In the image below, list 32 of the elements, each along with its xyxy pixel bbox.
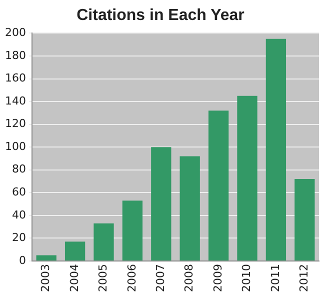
- x-tick-label: 2009: [211, 264, 224, 292]
- x-tick-label: 2008: [182, 264, 196, 292]
- bar: [151, 147, 172, 261]
- bar: [208, 110, 229, 261]
- y-tick-label: 120: [4, 117, 26, 130]
- y-tick-label: 80: [12, 162, 26, 176]
- bar: [266, 38, 286, 261]
- y-tick-label: 200: [4, 26, 26, 40]
- y-tick-label: 180: [4, 48, 26, 62]
- bar: [94, 223, 114, 261]
- bar: [36, 255, 56, 261]
- y-tick-label: 160: [4, 72, 26, 85]
- bar: [237, 96, 258, 261]
- y-tick-label: 40: [12, 208, 26, 222]
- x-tick-label: 2010: [240, 264, 254, 292]
- y-tick-label: 20: [12, 231, 26, 244]
- y-tick-label: 100: [4, 140, 26, 153]
- y-tick-label: 60: [12, 186, 26, 199]
- bar: [294, 178, 315, 261]
- x-tick-label: 2005: [96, 264, 110, 292]
- chart-title: Citations in Each Year: [76, 7, 244, 24]
- bar: [64, 242, 86, 261]
- x-tick-label: 2011: [268, 264, 282, 292]
- bar: [122, 200, 143, 261]
- x-tick-label: 2006: [125, 264, 138, 292]
- bar: [180, 156, 200, 261]
- y-tick-label: 0: [18, 254, 26, 267]
- x-tick-label: 2012: [298, 264, 311, 292]
- x-tick-label: 2007: [154, 264, 168, 292]
- y-tick-label: 140: [4, 94, 26, 108]
- x-tick-label: 2003: [39, 264, 52, 292]
- x-tick-label: 2004: [68, 264, 81, 292]
